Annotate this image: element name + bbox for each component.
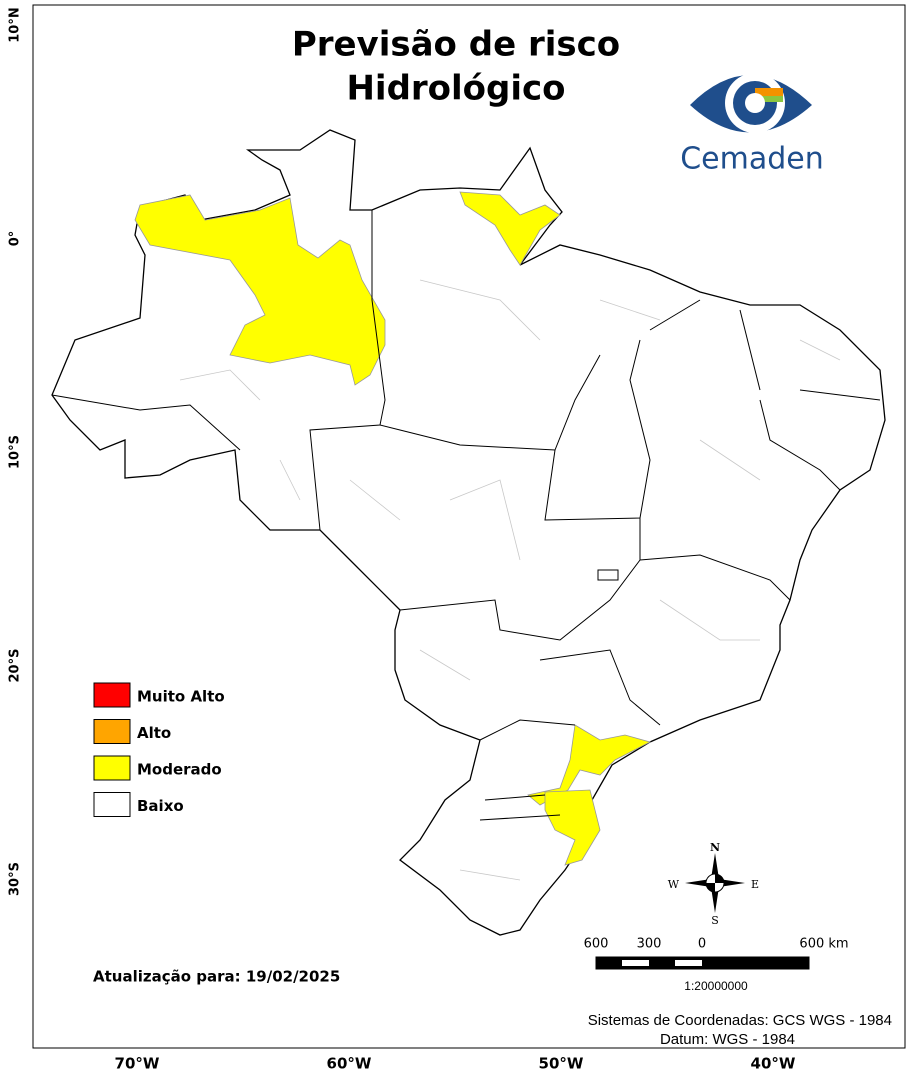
scale-label: 0 (698, 937, 706, 952)
scale-label: 600 km (799, 937, 848, 952)
longitude-label: 50°W (539, 1055, 584, 1073)
footer-line: Sistemas de Coordenadas: GCS WGS - 1984 (588, 1012, 892, 1029)
legend-label: Moderado (137, 761, 222, 779)
latitude-label: 30°S (8, 862, 23, 896)
footer-line: Datum: WGS - 1984 (660, 1031, 795, 1048)
legend-label: Baixo (137, 797, 184, 815)
scale-bar: 600 300 0 600 km 1:20000000 (584, 937, 849, 994)
update-date: Atualização para: 19/02/2025 (93, 968, 340, 986)
longitude-label: 60°W (327, 1055, 372, 1073)
title-line: Hidrológico (346, 69, 565, 109)
title-line: Previsão de risco (292, 25, 620, 65)
logo-text: Cemaden (680, 142, 824, 177)
compass-s: S (711, 914, 719, 927)
scale-ratio: 1:20000000 (684, 979, 748, 993)
compass-w: W (668, 878, 680, 891)
latitude-label: 20°S (8, 649, 23, 683)
legend-swatch (93, 682, 131, 708)
scale-label: 300 (637, 937, 662, 952)
latitude-label: 0° (8, 231, 23, 247)
latitude-label: 10°S (8, 435, 23, 469)
compass: N S E W (668, 841, 759, 927)
country (51, 129, 886, 936)
longitude-label: 40°W (751, 1055, 796, 1073)
latitude-labels: 10°N 0° 10°S 20°S 30°S (8, 7, 23, 896)
longitude-label: 70°W (115, 1055, 160, 1073)
legend-swatch (93, 755, 131, 781)
scale-label: 600 (584, 937, 609, 952)
logo: Cemaden (680, 73, 824, 177)
legend: Muito Alto Alto Moderado Baixo (93, 682, 225, 817)
legend-label: Muito Alto (137, 688, 225, 706)
latitude-label: 10°N (8, 7, 23, 42)
legend-swatch (93, 719, 131, 744)
compass-n: N (710, 841, 720, 854)
longitude-labels: 70°W 60°W 50°W 40°W (115, 1055, 796, 1073)
legend-swatch (93, 792, 131, 817)
compass-e: E (751, 878, 759, 891)
legend-label: Alto (137, 724, 171, 742)
